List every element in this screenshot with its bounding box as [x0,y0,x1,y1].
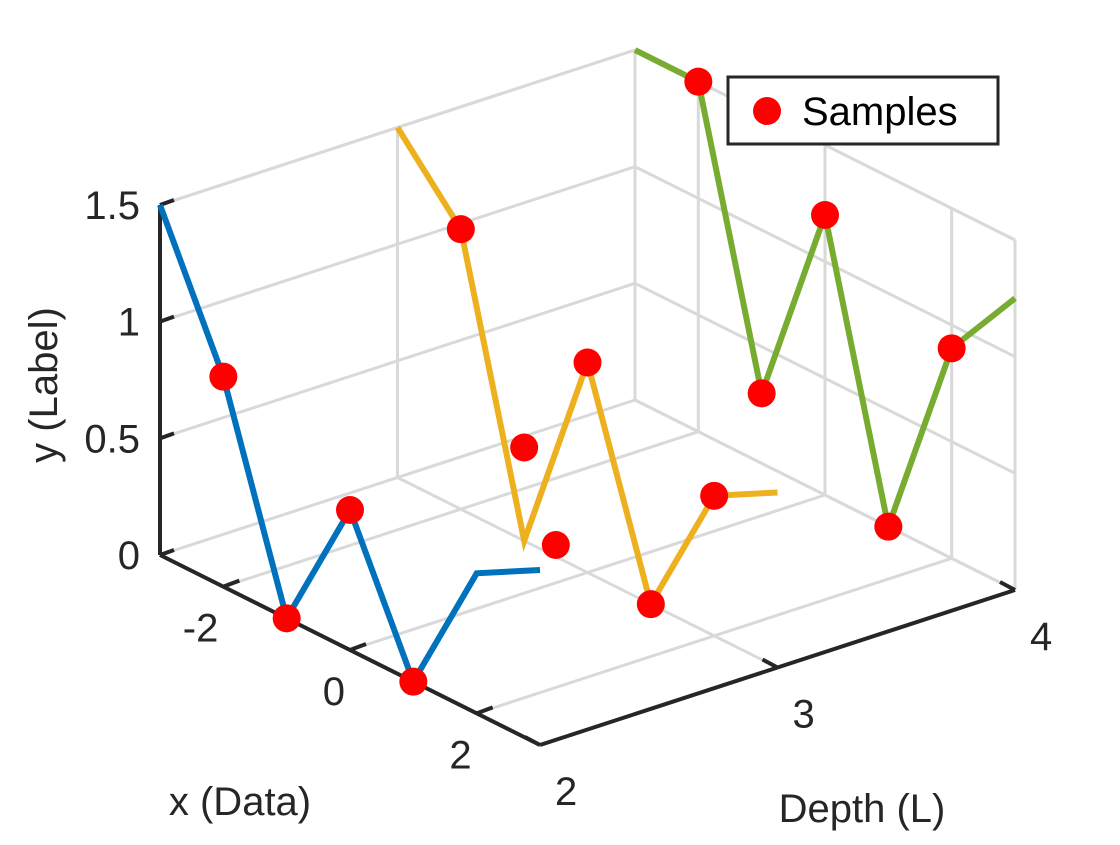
sample-point [747,379,776,408]
y-tick [159,548,175,557]
y-tick [159,314,175,324]
sample-point [399,667,428,696]
x-tick-label: 2 [449,733,471,777]
y-tick [159,431,175,441]
y-tick-label: 0.5 [84,417,140,461]
y-tick-label: 1.5 [84,184,140,228]
label-layer: 0 0.5 1 1.5 -2 0 2 2 3 4 y (Label) x (Data) Depth (L… [22,184,1052,831]
x-tick [475,705,494,716]
x-tick [222,578,241,589]
sample-point [209,362,238,391]
marker-layer [209,67,966,696]
grid-line-depth-floor [396,476,779,669]
depth-tick [999,580,1016,592]
depth-tick-label: 4 [1030,615,1052,659]
x-tick [349,642,367,652]
sample-point [510,433,539,462]
x-axis-label: x (Data) [169,780,311,824]
grid-line-depth-floor [634,398,1016,592]
sample-point [874,512,903,541]
y-tick-label: 1 [118,301,140,345]
x-tick-label: -2 [183,607,219,651]
y-tick-label: 0 [118,534,140,578]
sample-point [446,215,475,244]
legend-marker [753,97,781,125]
sample-point [700,481,729,510]
sample-point [684,67,713,96]
legend: Samples [726,75,1000,146]
sample-point [811,201,839,229]
sample-point [636,590,665,619]
depth-axis-label: Depth (L) [779,787,946,831]
grid-layer [158,48,1017,747]
sample-point [336,496,364,524]
sample-point [272,604,301,633]
sample-point [573,348,602,377]
depth-tick-label: 3 [793,693,815,737]
x-tick-label: 0 [323,670,345,714]
sample-point [937,334,966,363]
legend-label-samples: Samples [802,90,958,134]
depth-tick-label: 2 [555,770,577,814]
axes-layer [158,198,1016,747]
depth-tick [524,735,541,747]
y-axis-label: y (Label) [22,307,66,463]
depth-tick [761,657,779,670]
sample-point [541,531,570,559]
